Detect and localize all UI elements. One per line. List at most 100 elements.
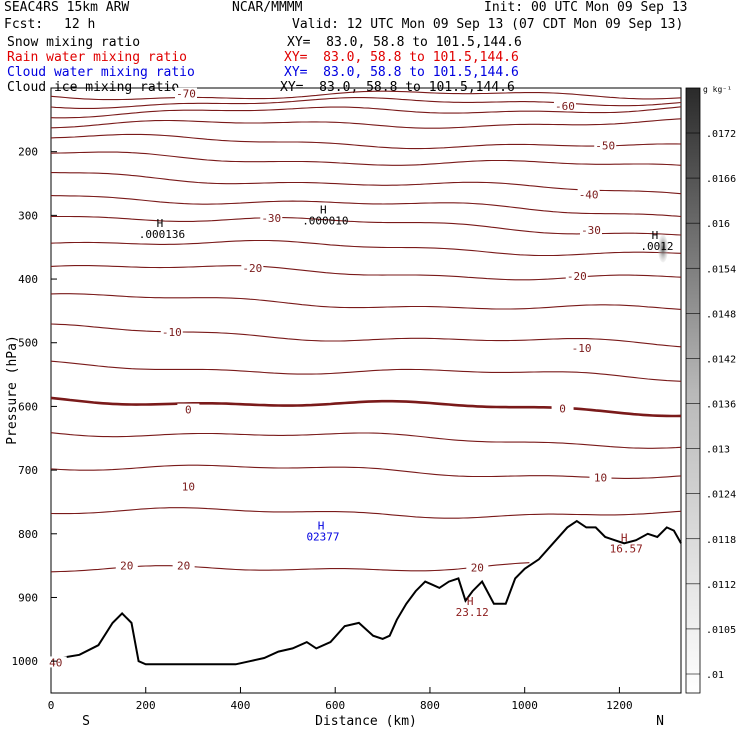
extremum-value: 16.57 bbox=[610, 542, 643, 555]
x-tick-label: 1000 bbox=[511, 699, 538, 712]
temperature-label-bg bbox=[175, 87, 197, 99]
isotherm-line bbox=[50, 293, 682, 310]
colorbar-tick-label: .0166 bbox=[706, 174, 736, 185]
org-label: NCAR/MMMM bbox=[232, 0, 303, 15]
isotherm-line bbox=[50, 239, 682, 257]
temperature-label: -60 bbox=[555, 100, 575, 113]
temperature-label-bg bbox=[241, 262, 264, 274]
extremum-value: .000010 bbox=[302, 214, 348, 227]
isotherm-line bbox=[50, 97, 682, 109]
temperature-label: 20 bbox=[177, 560, 190, 573]
temperature-label-bg bbox=[551, 402, 574, 414]
y-tick-label: 300 bbox=[18, 209, 38, 222]
colorbar-tick-label: .0112 bbox=[706, 580, 736, 591]
temperature-label: -10 bbox=[162, 326, 182, 339]
isotherm-line bbox=[50, 151, 682, 166]
temperature-label: -10 bbox=[572, 342, 592, 355]
colorbar-tick-label: .0136 bbox=[706, 400, 736, 411]
isotherm-line bbox=[50, 133, 682, 150]
y-tick-label: 700 bbox=[18, 464, 38, 477]
extremum-marker: H bbox=[320, 203, 327, 216]
y-tick-label: 200 bbox=[18, 146, 38, 159]
model-title: SEAC4RS 15km ARW bbox=[4, 0, 130, 15]
temperature-label-bg bbox=[589, 471, 612, 483]
field-cloudwater-name: Cloud water mixing ratio bbox=[7, 65, 195, 80]
isotherm-line bbox=[51, 215, 682, 236]
isotherm-line bbox=[50, 432, 682, 449]
field-rain-name: Rain water mixing ratio bbox=[7, 50, 188, 65]
temperature-label-bg bbox=[115, 559, 138, 571]
temperature-label: 10 bbox=[594, 472, 607, 485]
forecast-label: Fcst: bbox=[4, 17, 44, 32]
isotherm-line bbox=[50, 90, 682, 101]
x-tick-label: 1200 bbox=[606, 699, 633, 712]
y-tick-label: 500 bbox=[18, 337, 38, 350]
field-snow-name: Snow mixing ratio bbox=[7, 35, 141, 50]
temperature-label: 10 bbox=[182, 481, 195, 494]
temperature-label: 20 bbox=[471, 562, 484, 575]
colorbar-tick-label: .0142 bbox=[706, 354, 736, 365]
colorbar-tick-label: .0172 bbox=[706, 129, 736, 140]
forecast-hours: 12 h bbox=[64, 17, 96, 32]
colorbar bbox=[685, 87, 701, 694]
temperature-label-bg bbox=[565, 269, 588, 281]
cloud-ice-shading bbox=[658, 234, 668, 263]
colorbar-unit: g kg⁻¹ bbox=[703, 85, 732, 94]
isotherm-line bbox=[50, 106, 682, 119]
temperature-label-bg bbox=[177, 403, 200, 415]
extremum-marker: H bbox=[621, 531, 628, 544]
temperature-label: -70 bbox=[176, 88, 196, 101]
isotherm-line bbox=[50, 323, 682, 348]
temperature-label-bg bbox=[466, 561, 489, 573]
temperature-label-bg bbox=[570, 341, 593, 353]
field-cloudwater-xy: XY= 83.0, 58.8 to 101.5,144.6 bbox=[284, 65, 519, 80]
extremum-marker: H bbox=[467, 595, 474, 608]
temperature-label-bg bbox=[177, 480, 200, 492]
valid-time: Valid: 12 UTC Mon 09 Sep 13 (07 CDT Mon … bbox=[292, 17, 684, 32]
y-tick-label: 1000 bbox=[12, 655, 39, 668]
endpoint-north: N bbox=[656, 714, 664, 729]
temperature-label: -30 bbox=[581, 224, 601, 237]
temperature-label: 20 bbox=[120, 560, 133, 573]
colorbar-tick-label: .0154 bbox=[706, 264, 736, 275]
colorbar-tick-label: .0118 bbox=[706, 535, 736, 546]
isotherm-line bbox=[50, 464, 682, 479]
temperature-label-bg bbox=[580, 224, 602, 236]
temperature-label: -20 bbox=[567, 270, 587, 283]
temperature-label-bg bbox=[160, 325, 183, 337]
isotherm-line bbox=[51, 172, 682, 195]
isotherm-line bbox=[50, 195, 682, 218]
extremum-marker: H bbox=[157, 217, 164, 230]
field-rain-xy: XY= 83.0, 58.8 to 101.5,144.6 bbox=[284, 50, 519, 65]
temperature-label-bg bbox=[577, 188, 600, 200]
init-time: Init: 00 UTC Mon 09 Sep 13 bbox=[484, 0, 688, 15]
extremum-marker: H bbox=[318, 519, 325, 532]
x-tick-label: 200 bbox=[136, 699, 156, 712]
y-axis-title: Pressure (hPa) bbox=[5, 335, 20, 445]
endpoint-south: S bbox=[82, 714, 90, 729]
extremum-value: 23.12 bbox=[456, 606, 489, 619]
field-snow-xy: XY= 83.0, 58.8 to 101.5,144.6 bbox=[287, 35, 522, 50]
colorbar-tick-label: .0148 bbox=[706, 309, 736, 320]
isotherm-line bbox=[50, 118, 682, 129]
isotherm-zero-line bbox=[50, 396, 682, 418]
extremum-value: .0012 bbox=[640, 240, 673, 253]
y-tick-label: 600 bbox=[18, 400, 38, 413]
temperature-label: -50 bbox=[595, 139, 615, 152]
y-tick-label: 800 bbox=[18, 528, 38, 541]
temperature-label-bg bbox=[553, 99, 576, 111]
colorbar-tick-label: .013 bbox=[706, 445, 730, 456]
temperature-label-bg bbox=[260, 211, 283, 223]
colorbar-tick-label: .0105 bbox=[706, 625, 736, 636]
colorbar-tick-label: .0124 bbox=[706, 490, 736, 501]
colorbar-tick-label: .01 bbox=[706, 670, 724, 681]
isotherm-line bbox=[50, 360, 682, 382]
extremum-value: .000136 bbox=[139, 228, 185, 241]
temperature-label: 0 bbox=[185, 404, 192, 417]
temperature-label-bg bbox=[172, 559, 195, 571]
temperature-label: -20 bbox=[242, 262, 262, 275]
temperature-label-bg bbox=[594, 139, 617, 151]
plot-frame bbox=[50, 87, 682, 694]
isotherm-line bbox=[50, 507, 682, 519]
